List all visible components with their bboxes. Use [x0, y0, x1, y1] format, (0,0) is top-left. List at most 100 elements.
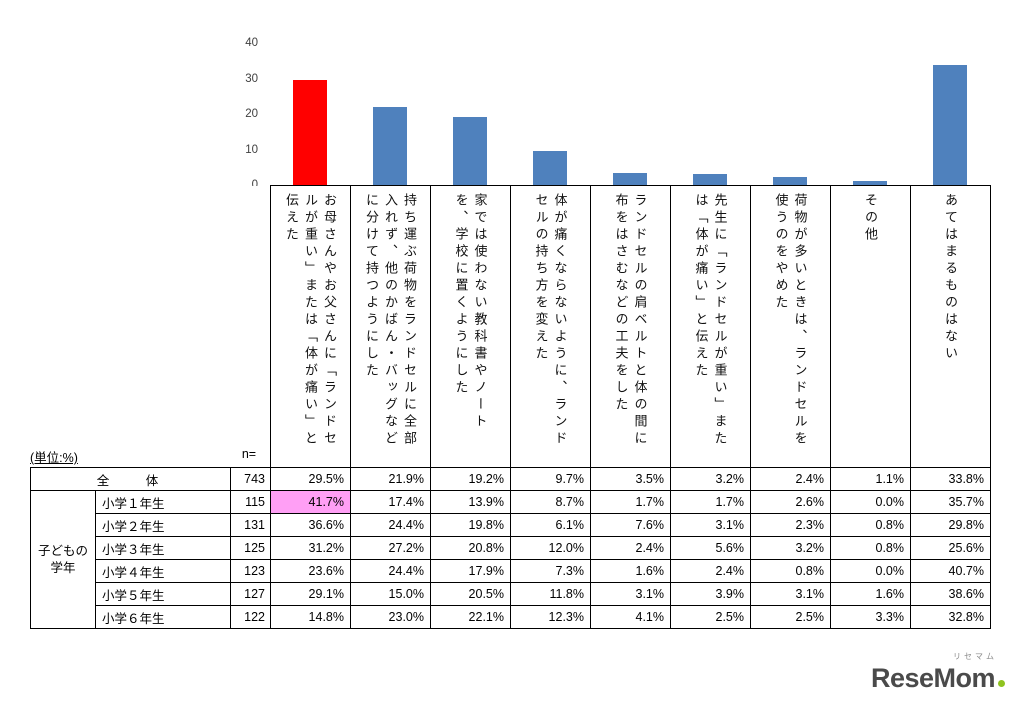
data-cell: 23.6% — [270, 559, 351, 583]
n-value: 131 — [230, 513, 271, 537]
y-axis-tick-label: 10 — [245, 143, 258, 156]
logo-text: ReseMom — [870, 663, 996, 693]
data-cell: 1.7% — [590, 490, 671, 514]
category-label: あてはまるものはない — [943, 193, 958, 363]
data-table: お母さんやお父さんに「ランドセルが重い」または「体が痛い」と伝えた 持ち運ぶ荷物を… — [30, 185, 991, 629]
category-cell: ランドセルの肩ベルトと体の間に布をはさむなどの工夫をした — [590, 185, 671, 468]
data-cell: 2.6% — [750, 490, 831, 514]
data-cell: 0.8% — [830, 536, 911, 560]
row-label: 小学３年生 — [95, 536, 231, 560]
row-label-total: 全 体 — [30, 467, 231, 491]
category-cell: あてはまるものはない — [910, 185, 991, 468]
category-label: その他 — [863, 193, 878, 244]
data-cell: 21.9% — [350, 467, 431, 491]
chart-bar — [853, 181, 887, 185]
data-cell: 15.0% — [350, 582, 431, 606]
data-cell: 29.5% — [270, 467, 351, 491]
row-label: 小学２年生 — [95, 513, 231, 537]
data-cell: 32.8% — [910, 605, 991, 629]
category-header-row: お母さんやお父さんに「ランドセルが重い」または「体が痛い」と伝えた 持ち運ぶ荷物を… — [30, 185, 991, 468]
chart-bar — [613, 172, 647, 185]
data-cell: 0.8% — [750, 559, 831, 583]
data-cell: 17.4% — [350, 490, 431, 514]
category-label: 持ち運ぶ荷物をランドセルに全部入れず、他のかばん・バッグなどに分けて持つようにし… — [364, 193, 417, 448]
chart-bar — [453, 116, 487, 185]
n-value: 115 — [230, 490, 271, 514]
data-cell: 19.2% — [430, 467, 511, 491]
data-cell: 24.4% — [350, 513, 431, 537]
data-cell: 3.2% — [670, 467, 751, 491]
n-value: 743 — [230, 467, 271, 491]
chart-plot-area — [270, 43, 990, 185]
data-cell: 2.4% — [590, 536, 671, 560]
chart-bar — [533, 150, 567, 185]
table-corner-cell — [30, 185, 271, 468]
y-axis-tick-label: 40 — [245, 37, 258, 49]
data-cell: 3.5% — [590, 467, 671, 491]
category-label: お母さんやお父さんに「ランドセルが重い」または「体が痛い」と伝えた — [284, 193, 337, 448]
data-cell: 2.3% — [750, 513, 831, 537]
category-cell: その他 — [830, 185, 911, 468]
chart-bar — [773, 176, 807, 185]
logo-row: ReseMom — [871, 663, 1005, 694]
data-cell: 7.6% — [590, 513, 671, 537]
data-cell-highlighted: 41.7% — [270, 490, 351, 514]
table-row: 小学５年生 127 29.1% 15.0% 20.5% 11.8% 3.1% 3.9% 3.1%… — [31, 582, 991, 606]
n-value: 122 — [230, 605, 271, 629]
data-cell: 0.0% — [830, 490, 911, 514]
data-cell: 40.7% — [910, 559, 991, 583]
data-cell: 29.1% — [270, 582, 351, 606]
data-cell: 20.8% — [430, 536, 511, 560]
n-value: 125 — [230, 536, 271, 560]
table-row: 全 体 743 29.5% 21.9% 19.2% 9.7% 3.5% 3.2% 2.4% 1.1… — [30, 467, 991, 491]
data-cell: 0.0% — [830, 559, 911, 583]
data-cell: 24.4% — [350, 559, 431, 583]
y-axis-tick-label: 0 — [222, 178, 258, 192]
chart-bar — [693, 173, 727, 185]
data-cell: 38.6% — [910, 582, 991, 606]
row-label: 小学４年生 — [95, 559, 231, 583]
category-cell: 荷物が多いときは、ランドセルを使うのをやめた — [750, 185, 831, 468]
data-cell: 35.7% — [910, 490, 991, 514]
logo-accent-dot-icon — [998, 680, 1005, 687]
y-axis-tick-label: 30 — [245, 72, 258, 85]
category-label: 先生に「ランドセルが重い」または「体が痛い」と伝えた — [693, 193, 728, 448]
data-cell: 0.8% — [830, 513, 911, 537]
data-cell: 5.6% — [670, 536, 751, 560]
data-cell: 1.1% — [830, 467, 911, 491]
data-cell: 29.8% — [910, 513, 991, 537]
data-cell: 12.0% — [510, 536, 591, 560]
data-cell: 25.6% — [910, 536, 991, 560]
row-label: 小学５年生 — [95, 582, 231, 606]
category-label: ランドセルの肩ベルトと体の間に布をはさむなどの工夫をした — [613, 193, 648, 448]
n-header: n= — [241, 447, 257, 461]
data-cell: 3.9% — [670, 582, 751, 606]
data-cell: 4.1% — [590, 605, 671, 629]
data-cell: 27.2% — [350, 536, 431, 560]
data-cell: 3.1% — [590, 582, 671, 606]
category-cell: 先生に「ランドセルが重い」または「体が痛い」と伝えた — [670, 185, 751, 468]
unit-label: (単位:%) — [30, 451, 78, 465]
chart-bar — [293, 80, 327, 185]
y-axis-tick-label: 20 — [245, 108, 258, 120]
data-cell: 2.5% — [750, 605, 831, 629]
data-cell: 33.8% — [910, 467, 991, 491]
data-cell: 14.8% — [270, 605, 351, 629]
table-row: 小学２年生 131 36.6% 24.4% 19.8% 6.1% 7.6% 3.1% 2.3% 0… — [31, 513, 991, 537]
data-cell: 3.1% — [750, 582, 831, 606]
row-group-label: 子どもの学年 — [30, 490, 96, 629]
data-cell: 31.2% — [270, 536, 351, 560]
chart-bar — [373, 107, 407, 185]
category-cell: 持ち運ぶ荷物をランドセルに全部入れず、他のかばん・バッグなどに分けて持つようにし… — [350, 185, 431, 468]
data-cell: 1.7% — [670, 490, 751, 514]
row-label: 小学１年生 — [95, 490, 231, 514]
data-cell: 7.3% — [510, 559, 591, 583]
data-cell: 36.6% — [270, 513, 351, 537]
data-cell: 9.7% — [510, 467, 591, 491]
table-row: 小学３年生 125 31.2% 27.2% 20.8% 12.0% 2.4% 5.6% 3.2%… — [31, 536, 991, 560]
data-cell: 3.3% — [830, 605, 911, 629]
category-label: 体が痛くならないように、ランドセルの持ち方を変えた — [533, 193, 568, 448]
data-cell: 23.0% — [350, 605, 431, 629]
data-cell: 1.6% — [830, 582, 911, 606]
